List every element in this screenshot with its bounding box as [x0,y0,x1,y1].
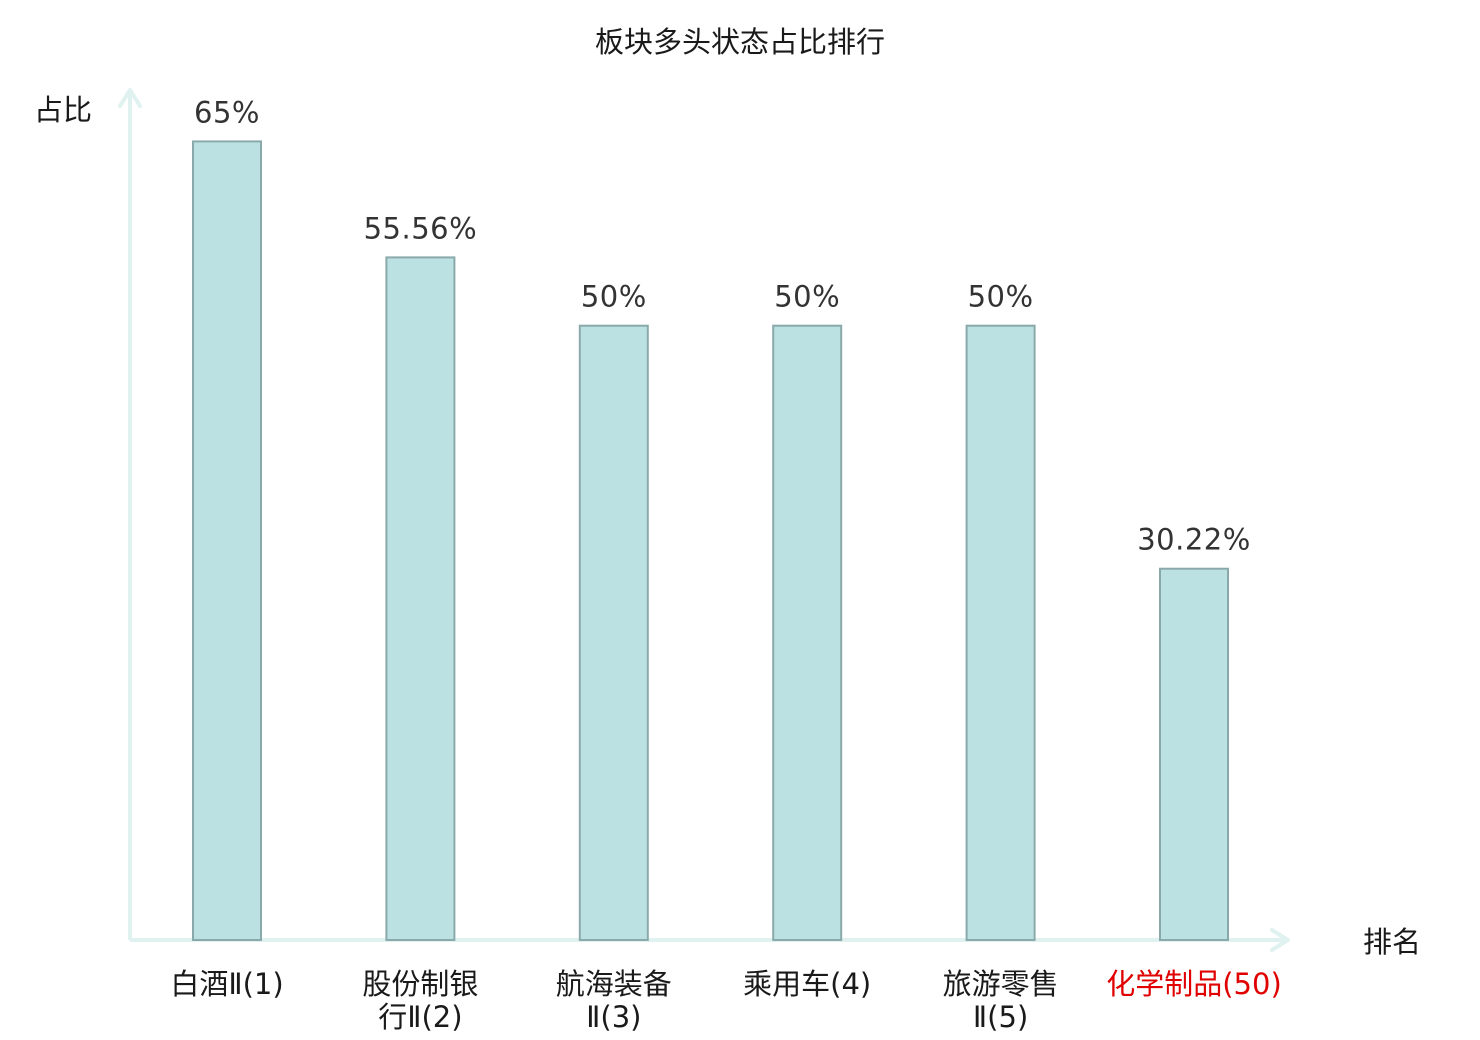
y-axis-label: 占比 [34,93,92,127]
value-label: 50% [968,280,1034,314]
value-label: 65% [194,95,260,129]
chart-title: 板块多头状态占比排行 [595,25,885,59]
bar [965,324,1036,941]
value-label: 55.56% [364,211,478,245]
category-label: 化学制品(50) [1106,967,1282,1001]
category-label: 股份制银行Ⅱ(2) [362,967,478,1034]
bar [192,140,262,941]
value-label: 50% [581,280,647,314]
category-label: 旅游零售 Ⅱ(5) [943,967,1059,1034]
category-label: 乘用车(4) [743,967,871,1001]
value-label: 30.22% [1137,523,1251,557]
bar [578,324,649,941]
bar [385,256,456,941]
x-axis-label: 排名 [1363,925,1421,959]
bar [1159,567,1229,941]
category-label: 白酒Ⅱ(1) [170,967,283,1001]
bar-series: 65% 白酒Ⅱ(1) 55.56% 股份制银行Ⅱ(2) 50% 航海装备 Ⅱ(3) 50% 乘用… [170,95,1281,1034]
category-label: 航海装备 Ⅱ(3) [556,967,672,1034]
bar [772,324,843,941]
y-axis-arrow [118,88,142,108]
x-axis-arrow [1270,928,1290,952]
value-label: 50% [774,280,840,314]
